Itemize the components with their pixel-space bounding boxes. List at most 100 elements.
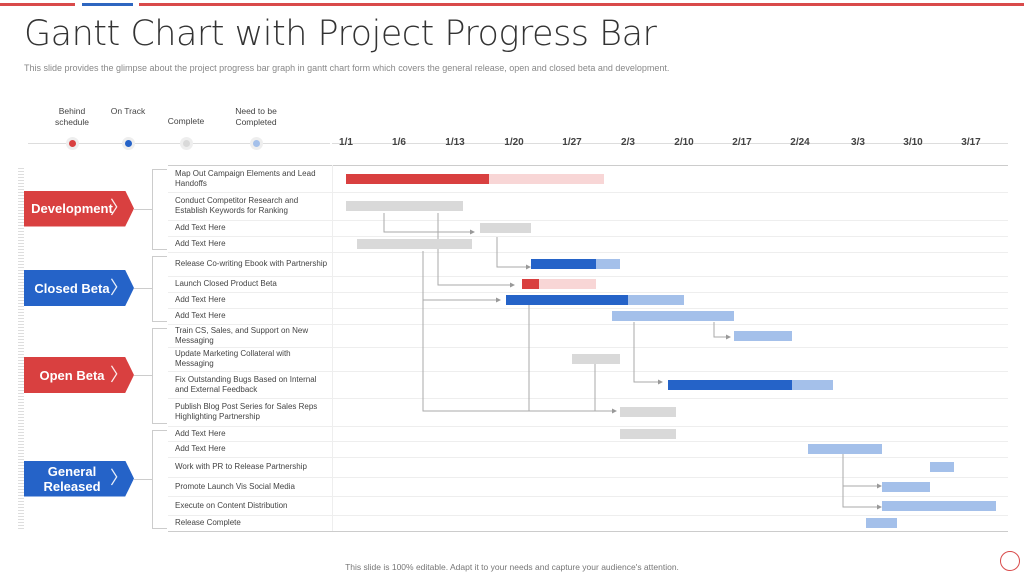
task-label: Add Text Here [175,311,226,320]
row-divider [168,477,1008,478]
bar-segment-on_track [530,259,596,269]
x-tick-label: 3/17 [961,137,981,148]
x-tick-label: 3/10 [903,137,923,148]
task-label: Publish Blog Post Series for Sales Reps … [175,402,318,421]
bar-segment-behind [522,279,539,289]
task-label: Map Out Campaign Elements and Lead Hando… [175,168,316,188]
connector [633,322,663,385]
page-subtitle: This slide provides the glimpse about th… [24,63,670,73]
phase-connector [134,208,152,210]
task-label: Add Text Here [175,444,226,453]
row-divider [168,496,1008,497]
legend-axis-line [28,143,330,144]
connector [713,322,731,340]
task-label: Launch Closed Product Beta [175,279,277,288]
bar-segment-to_complete [808,444,882,454]
connector [496,237,531,270]
bar-segment-to_complete [733,330,792,341]
row-divider [168,276,1008,277]
x-tick-label: 1/20 [504,137,524,148]
chart-top-border [168,165,1008,166]
bar-segment-complete [480,223,531,233]
phase-label: Closed Beta [34,280,110,296]
phase-label: General Released [43,463,101,494]
timeline-axis-line [332,143,1008,144]
row-divider [168,324,1008,325]
task-label: Conduct Competitor Research and Establis… [175,196,299,215]
x-tick-label: 1/13 [445,137,465,148]
chevron-right-icon: 〉 [110,468,128,488]
task-label: Release Complete [175,518,241,527]
row-divider [168,371,1008,372]
chart-bottom-border [168,531,1008,532]
phase-closed-beta: Closed Beta 〉 [24,270,134,306]
chevron-right-icon: 〉 [110,364,128,385]
bar-segment-to_complete [929,462,955,472]
task-label: Add Text Here [175,223,226,232]
legend-dot-behind [69,140,76,147]
bar-segment-to_complete [628,295,684,305]
row-divider [168,347,1008,348]
bar-segment-to_complete [881,500,996,511]
row-divider [168,426,1008,427]
connector [842,453,882,489]
side-ruler [18,168,24,530]
bar-segment-behind_remaining [538,279,596,289]
x-tick-label: 2/17 [732,137,752,148]
row-divider [168,441,1008,442]
task-label: Train CS, Sales, and Support on New Mess… [175,325,309,345]
phase-bracket [152,169,167,250]
row-divider [168,292,1008,293]
bar-segment-to_complete [612,311,734,321]
phase-connector [134,375,152,376]
row-divider [168,252,1008,253]
task-label: Work with PR to Release Partnership [175,462,307,471]
x-tick-label: 2/10 [674,137,694,148]
phase-general-released: General Released 〉 [24,460,134,497]
connector [422,300,617,414]
legend-label: Complete [167,116,205,126]
legend-label: Behind schedule [54,106,90,127]
label-column-divider [332,165,333,531]
row-divider [168,220,1008,221]
row-divider [168,192,1008,193]
row-divider [168,515,1008,516]
x-tick-label: 1/27 [562,137,582,148]
chevron-right-icon: 〉 [110,198,128,218]
bar-segment-on_track [505,295,628,305]
bar-segment-behind_remaining [488,173,604,184]
row-divider [168,308,1008,309]
x-tick-label: 1/1 [339,137,353,148]
row-divider [168,236,1008,237]
footer-note: This slide is 100% editable. Adapt it to… [345,562,679,572]
bar-segment-to_complete [881,481,930,492]
phase-bracket [152,328,167,424]
connector [842,486,882,510]
accent-line-red-left [0,3,75,6]
bar-segment-behind [346,173,489,184]
bar-segment-on_track [668,379,792,390]
task-label: Update Marketing Collateral with Messagi… [175,349,291,368]
phase-open-beta: Open Beta 〉 [24,357,134,393]
task-label: Add Text Here [175,239,226,248]
task-label: Promote Launch Vis Social Media [175,481,295,491]
slide-circle-icon [1000,551,1020,571]
bar-segment-to_complete [791,379,834,390]
phase-bracket [152,430,167,529]
x-tick-label: 1/6 [392,137,406,148]
legend-label: On Track [110,106,146,116]
phase-connector [134,288,152,289]
x-tick-label: 2/3 [621,137,635,148]
task-label: Add Text Here [175,428,226,438]
connector [437,213,515,288]
legend-dot-complete [183,140,190,147]
bar-segment-to_complete [596,259,620,269]
bar-segment-complete [356,239,472,249]
accent-line-red-right [139,3,1024,6]
legend-label: Need to be Completed [235,106,277,127]
phase-development: Development 〉 [24,190,134,227]
task-label: Fix Outstanding Bugs Based on Internal a… [175,374,317,394]
chevron-right-icon: 〉 [110,277,128,298]
legend-dot-on_track [125,140,132,147]
